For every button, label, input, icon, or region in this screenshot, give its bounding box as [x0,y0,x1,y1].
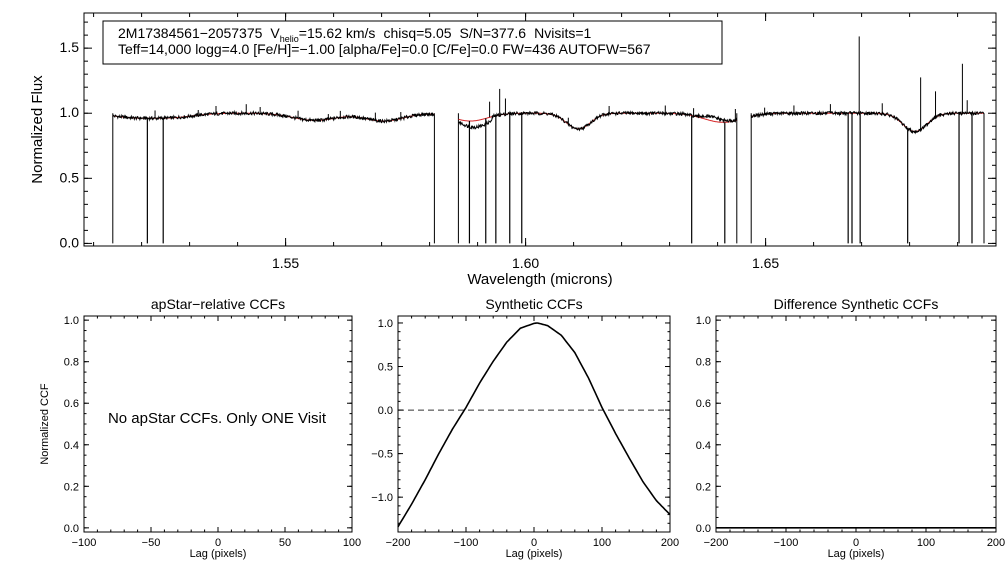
apstar-xlabel: Lag (pixels) [190,548,247,560]
stellar-params: Teff=14,000 logg=4.0 [Fe/H]=−1.00 [alpha… [118,41,651,57]
apstar-ytick-label: 0.2 [64,481,79,493]
difference-xtick-label: 100 [917,537,935,549]
synthetic-xlabel: Lag (pixels) [506,548,563,560]
info-box-frame [102,20,723,65]
snr-value: S/N=377.6 [460,25,527,41]
spectrum-ylabel: Normalized Flux [29,75,46,184]
spectrum-ytick-label: 0.0 [60,234,80,250]
difference-ytick-label: 0.6 [696,398,711,410]
apstar-xtick-label: 50 [279,537,291,549]
synthetic-ytick-label: −1.0 [371,492,393,504]
apstar-xtick-label: 0 [215,537,221,549]
synthetic-ccf-marks [397,322,671,528]
apstar-xtick-label: −100 [72,537,97,549]
observed-spectrum-line [458,110,738,132]
observed-spectrum-line [112,109,435,124]
difference-ytick-label: 1.0 [696,315,711,327]
synthetic-ytick-label: 0.0 [378,405,393,417]
difference-ytick-label: 0.8 [696,357,711,369]
difference-ytick-label: 0.0 [696,523,711,535]
synthetic-ytick-label: 0.5 [378,362,393,374]
synthetic-ytick-label: −0.5 [371,449,393,461]
spectrum-xtick-label: 1.60 [512,255,539,271]
spectrum-xtick-label: 1.55 [272,255,299,271]
difference-xtick-label: −100 [774,537,799,549]
synthetic-xtick-label: −100 [454,537,479,549]
synthetic-ccf-axes: −200 −100 0 100 200 −1.0 −0.5 0.0 0.5 1.0 Lag (pix… [371,296,679,560]
difference-ytick-label: 0.2 [696,481,711,493]
apstar-ylabel: Normalized CCF [39,383,51,465]
synthetic-xtick-label: 200 [661,537,679,549]
difference-ccf-panel: −200 −100 0 100 200 0.0 0.2 0.4 0.6 0.8 1.0 Lag (pi… [696,296,1005,560]
info-box: 2M17384561−2057375 Vhelio=15.62 km/s chisq… [102,20,723,65]
star-id: 2M17384561−2057375 [118,25,263,41]
vhelio-value: =15.62 km/s [299,25,376,41]
synthetic-ccf-line [397,322,671,528]
synthetic-xtick-label: 0 [531,537,537,549]
synthetic-xtick-label: −200 [386,537,411,549]
apstar-ytick-label: 0.6 [64,398,79,410]
spectrum-frame [83,12,997,247]
observed-spectrum-line [750,109,985,135]
spectrum-marks [112,36,985,244]
apstar-ytick-label: 0.8 [64,357,79,369]
spectrum-axes: 1.55 1.60 1.65 0.0 0.5 1.0 1.5 Wavelength (micr… [29,12,997,288]
spectrum-ytick-label: 1.0 [60,104,80,120]
difference-frame [715,315,997,533]
difference-xtick-label: 200 [987,537,1005,549]
chisq-value: chisq=5.05 [383,25,451,41]
difference-ytick-label: 0.4 [696,440,711,452]
spectrum-ytick-label: 0.5 [60,169,80,185]
synthetic-ccf-panel: −200 −100 0 100 200 −1.0 −0.5 0.0 0.5 1.0 Lag (pix… [371,296,679,560]
nvisits-value: Nvisits=1 [534,25,591,41]
synthetic-title: Synthetic CCFs [485,296,582,312]
difference-xlabel: Lag (pixels) [828,548,885,560]
difference-ccf-axes: −200 −100 0 100 200 0.0 0.2 0.4 0.6 0.8 1.0 Lag (pi… [696,296,1005,560]
apstar-ytick-label: 0.4 [64,440,79,452]
vhelio-subscript: helio [280,34,299,44]
spectrum-xtick-label: 1.65 [752,255,779,271]
apstar-title: apStar−relative CCFs [151,296,285,312]
difference-xtick-label: −200 [704,537,729,549]
difference-title: Difference Synthetic CCFs [774,296,939,312]
synthetic-xtick-label: 100 [593,537,611,549]
spectrum-xlabel: Wavelength (microns) [467,271,612,288]
model-spectrum-line [751,112,984,133]
apstar-ytick-label: 1.0 [64,315,79,327]
synthetic-ytick-label: 1.0 [378,318,393,330]
spectrum-panel: 1.55 1.60 1.65 0.0 0.5 1.0 1.5 Wavelength (micr… [29,12,997,288]
spectrum-ytick-label: 1.5 [60,39,80,55]
apstar-ccf-axes: −100 −50 0 50 100 0.0 0.2 0.4 0.6 0.8 1.0 Lag (pixe… [39,296,361,560]
apstar-ccf-panel: −100 −50 0 50 100 0.0 0.2 0.4 0.6 0.8 1.0 Lag (pixe… [39,296,361,560]
vhelio-prefix: V [270,25,280,41]
apstar-ytick-label: 0.0 [64,523,79,535]
apstar-xtick-label: −50 [142,537,161,549]
synthetic-frame [397,315,671,533]
no-apstar-note: No apStar CCFs. Only ONE Visit [108,410,327,427]
difference-xtick-label: 0 [853,537,859,549]
info-line-1: 2M17384561−2057375 Vhelio=15.62 km/s chisq… [118,25,592,44]
apstar-xtick-label: 100 [343,537,361,549]
